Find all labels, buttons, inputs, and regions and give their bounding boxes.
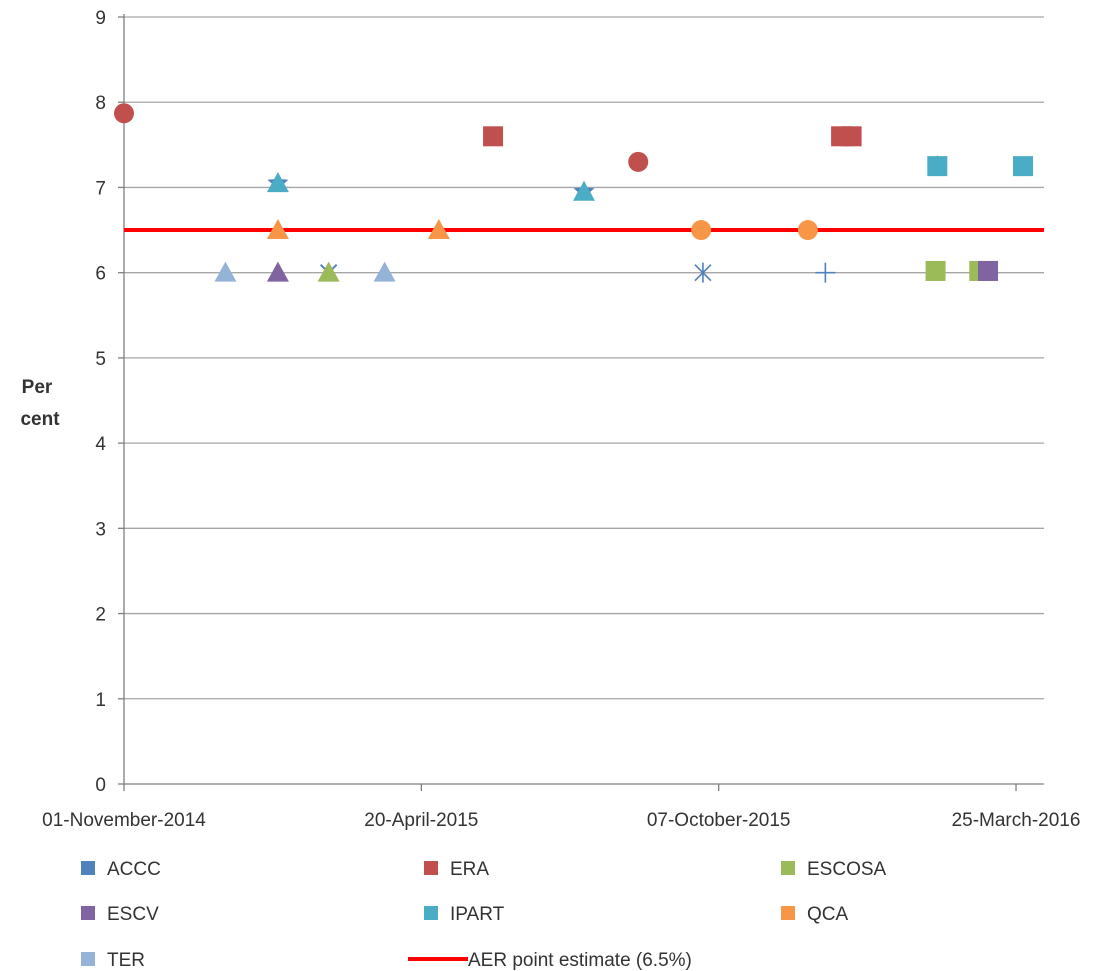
point-ter-0 xyxy=(214,261,237,282)
point-era-2 xyxy=(628,151,649,172)
point-ipart-1 xyxy=(573,180,595,201)
legend-label-accc: ACCC xyxy=(107,859,161,880)
point-qca-3 xyxy=(797,220,818,241)
series-accc xyxy=(267,155,948,283)
legend-swatch-escv xyxy=(81,906,95,920)
legend-item-accc: ACCC xyxy=(81,859,161,880)
legend-swatch-escosa xyxy=(781,861,795,875)
legend-label-escosa: ESCOSA xyxy=(807,859,887,880)
legend-swatch-ter xyxy=(81,952,95,966)
x-tick-label-0: 01-November-2014 xyxy=(42,810,206,831)
legend-swatch-accc xyxy=(81,861,95,875)
legend-label-era: ERA xyxy=(450,859,489,880)
legend-item-ter: TER xyxy=(81,950,145,971)
y-tick-label-4: 4 xyxy=(95,434,106,455)
legend-item-qca: QCA xyxy=(781,904,849,925)
point-qca-0 xyxy=(266,219,289,240)
point-escosa-1 xyxy=(925,260,946,281)
point-era-4 xyxy=(841,126,862,147)
point-qca-2 xyxy=(691,220,712,241)
y-tick-label-5: 5 xyxy=(95,349,106,370)
legend-swatch-era xyxy=(424,861,438,875)
legend-label-qca: QCA xyxy=(807,904,849,925)
x-tick-label-3: 25-March-2016 xyxy=(952,810,1081,831)
x-tick-label-2: 07-October-2015 xyxy=(647,810,791,831)
point-accc-4 xyxy=(815,262,836,283)
legend-item-escv: ESCV xyxy=(81,904,159,925)
series-escosa xyxy=(317,260,990,282)
point-era-1 xyxy=(483,126,504,147)
y-tick-label-3: 3 xyxy=(95,519,106,540)
legend: ACCC ERA ESCOSA ESCV IPART QCA TER AER point es… xyxy=(81,859,887,971)
point-ipart-2 xyxy=(927,156,948,177)
point-ipart-0 xyxy=(266,172,289,193)
y-axis-label: Per cent xyxy=(20,377,60,430)
y-tick-label-0: 0 xyxy=(95,775,106,796)
data-points xyxy=(114,103,1034,283)
point-ter-1 xyxy=(373,261,396,282)
series-ipart xyxy=(266,156,1034,201)
legend-item-ipart: IPART xyxy=(424,904,505,925)
legend-label-escv: ESCV xyxy=(107,904,159,925)
legend-swatch-qca xyxy=(781,906,795,920)
x-tick-label-1: 20-April-2015 xyxy=(364,810,478,831)
series-ter xyxy=(214,261,396,282)
y-tick-label-1: 1 xyxy=(95,690,106,711)
point-escv-1 xyxy=(978,260,999,281)
point-ipart-3 xyxy=(1013,156,1034,177)
point-escv-0 xyxy=(266,261,289,282)
y-tick-label-9: 9 xyxy=(95,8,106,29)
legend-label-aer-point-estimate-6-5: AER point estimate (6.5%) xyxy=(468,950,692,971)
y-tick-label-2: 2 xyxy=(95,605,106,626)
series-era xyxy=(114,103,862,172)
gridlines xyxy=(124,16,1044,700)
legend-item-aer-point-estimate-6-5: AER point estimate (6.5%) xyxy=(408,950,692,971)
point-escosa-0 xyxy=(317,261,340,282)
point-era-0 xyxy=(114,103,134,124)
y-tick-label-7: 7 xyxy=(95,178,106,199)
legend-swatch-ipart xyxy=(424,906,438,920)
y-axis-label-line1: Per xyxy=(22,377,53,398)
y-axis-label-line2: cent xyxy=(20,409,60,430)
point-accc-3 xyxy=(694,262,712,283)
legend-item-escosa: ESCOSA xyxy=(781,859,887,880)
legend-item-era: ERA xyxy=(424,859,489,880)
point-qca-1 xyxy=(427,219,450,240)
axes: 0 1 2 3 4 5 6 7 8 9 01-November-2014 20-April-2015 0… xyxy=(42,8,1080,831)
legend-label-ipart: IPART xyxy=(450,904,505,925)
legend-label-ter: TER xyxy=(107,950,145,971)
series-escv xyxy=(266,260,999,282)
y-tick-label-6: 6 xyxy=(95,264,106,285)
y-tick-label-8: 8 xyxy=(95,93,106,114)
series-qca xyxy=(266,219,818,241)
